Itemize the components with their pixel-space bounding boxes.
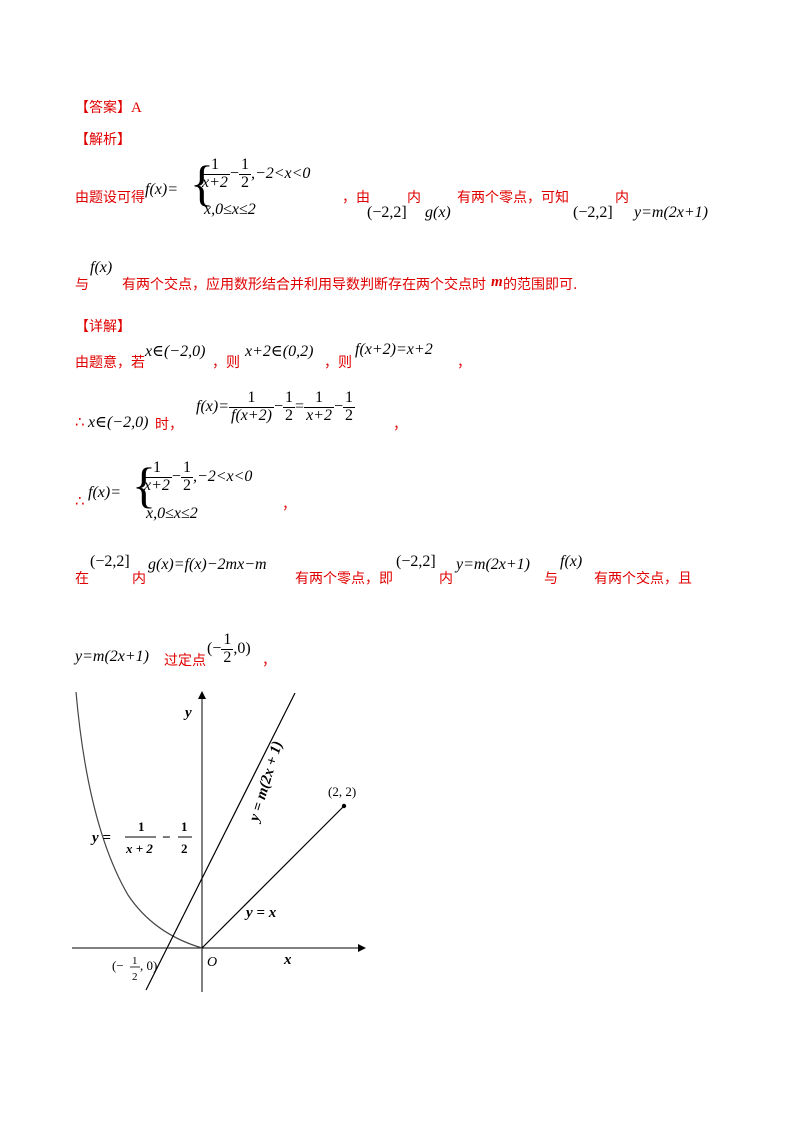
answer-value: A: [131, 100, 142, 116]
detail-l4-text-2: 内: [132, 571, 146, 587]
detail-l3-therefore: ∴: [75, 492, 85, 510]
analysis-p2-m: m: [491, 274, 503, 290]
detail-l4-text-5: 与: [544, 571, 558, 587]
answer-line: 【答案】A: [75, 97, 142, 117]
detail-label: 【详解】: [75, 319, 131, 335]
analysis-f-lhs: f(x)=: [145, 181, 178, 198]
analysis-case-1: 1 x+2−1 2 ,−2<x<0: [200, 156, 311, 191]
origin-label: O: [207, 955, 217, 970]
detail-l4-math-3: (−2,2]: [396, 553, 436, 570]
analysis-p2-text-1: 与: [75, 277, 89, 293]
analysis-interval: (−2,2]: [367, 204, 407, 221]
analysis-text-2: ，由: [342, 190, 370, 206]
yx-label: y = x: [244, 905, 277, 921]
detail-l3-brace: {: [132, 457, 156, 513]
fixed-point-num: 1: [132, 955, 138, 967]
detail-l5-text-2: ，: [262, 653, 276, 669]
line-yx: [201, 805, 345, 949]
analysis-p2-text-2: 有两个交点，应用数形结合并利用导数判断存在两个交点时: [122, 277, 486, 293]
detail-l1-math-1: x∈(−2,0): [145, 343, 206, 360]
detail-l3-lhs: f(x)=: [88, 484, 121, 501]
detail-l1-math-3: f(x+2)=x+2: [355, 341, 433, 358]
curve-label-den: x + 2: [125, 841, 153, 856]
answer-label: 【答案】: [75, 100, 131, 116]
analysis-case-2: x,0≤x≤2: [204, 201, 256, 218]
detail-l1-text-3: ，则: [324, 355, 352, 371]
detail-l1-math-2: x+2∈(0,2): [245, 343, 314, 360]
detail-l4-text-3: 有两个零点，即: [295, 571, 393, 587]
curve-label-half-den: 2: [181, 841, 188, 856]
analysis-text-1: 由题设可得: [75, 190, 145, 206]
curve-label-half-num: 1: [181, 819, 188, 834]
detail-l1-text-4: ，: [457, 355, 471, 371]
detail-l1-text-1: 由题意，若: [75, 355, 145, 371]
detail-l5-text-1: 过定点: [164, 653, 206, 669]
analysis-text-3: 内: [407, 190, 421, 206]
point-2-2: [341, 803, 347, 809]
detail-l2-math-1: x∈(−2,0): [88, 414, 149, 431]
y-axis-label: y: [183, 705, 192, 721]
detail-l2-text-1: 时，: [155, 417, 183, 433]
line-m2x1: [145, 692, 296, 991]
detail-l4-math-5: f(x): [560, 553, 583, 570]
fixed-point-open: (−: [112, 958, 124, 973]
detail-l1-text-2: ，则: [212, 355, 240, 371]
detail-l4-text-1: 在: [75, 571, 89, 587]
detail-l4-math-2: g(x)=f(x)−2mx−m: [148, 556, 267, 573]
point-label: (2, 2): [328, 784, 356, 799]
analysis-p2-text-3: 的范围即可.: [503, 277, 578, 293]
analysis-text-5: 内: [615, 190, 629, 206]
x-axis-label: x: [283, 952, 292, 968]
analysis-brace: {: [190, 155, 214, 211]
detail-l2-formula: f(x)= 1 f(x+2) −1 2 = 1 x+2−1 2: [196, 389, 355, 424]
detail-l5-math-1: y=m(2x+1): [75, 648, 150, 665]
detail-l4-math-4: y=m(2x+1): [456, 556, 531, 573]
fixed-point-den: 2: [132, 971, 138, 983]
analysis-p2-fx: f(x): [90, 259, 113, 276]
analysis-interval-2: (−2,2]: [573, 204, 613, 221]
detail-l2-text-2: ，: [393, 417, 407, 433]
detail-l2-therefore: ∴: [75, 413, 85, 431]
detail-l5-point: (− 1 2,0): [207, 631, 251, 666]
detail-l4-text-6: 有两个交点，且: [594, 571, 692, 587]
line-label: y = m(2x + 1): [246, 739, 286, 825]
fixed-point-close: , 0): [140, 958, 157, 973]
curve-reciprocal: [75, 691, 203, 949]
detail-l3-comma: ，: [282, 497, 296, 513]
curve-label-num: 1: [138, 819, 145, 834]
curve-label-lhs: y =: [90, 830, 111, 846]
analysis-gx: g(x): [425, 204, 451, 221]
detail-l4-math-1: (−2,2]: [90, 553, 130, 570]
analysis-line: y=m(2x+1): [634, 204, 709, 221]
analysis-text-4: 有两个零点，可知: [457, 190, 569, 206]
detail-l3-case-1: 1 x+2−1 2 ,−2<x<0: [142, 459, 253, 494]
detail-l3-case-2: x,0≤x≤2: [146, 505, 198, 522]
detail-l4-text-4: 内: [439, 571, 453, 587]
curve-label-minus: −: [162, 830, 171, 846]
analysis-label: 【解析】: [75, 132, 131, 148]
